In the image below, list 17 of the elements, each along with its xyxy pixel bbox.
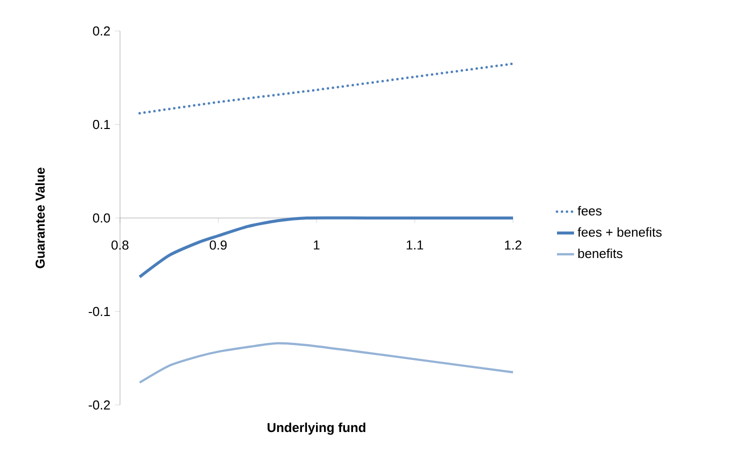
x-tick-label: 1.1 — [406, 240, 424, 250]
x-tick-label: 0.9 — [210, 240, 227, 250]
legend-label: fees — [578, 206, 602, 216]
x-tick-label: 1.2 — [504, 240, 522, 250]
legend-label: benefits — [578, 248, 622, 258]
x-tick-label: 1 — [314, 240, 320, 250]
x-axis-title: Underlying fund — [268, 422, 366, 435]
y-tick-label: -0.1 — [88, 306, 110, 316]
line-series — [138, 342, 514, 384]
y-axis-title: Guarantee Value — [35, 168, 45, 268]
y-tick-label: 0.0 — [92, 213, 110, 223]
y-tick-label: 0.2 — [92, 26, 110, 36]
y-tick-label: -0.2 — [88, 400, 110, 410]
y-tick-label: 0.1 — [92, 120, 110, 130]
line-series — [138, 62, 514, 115]
legend-label: fees + benefits — [578, 227, 662, 237]
x-tick-label: 0.8 — [112, 240, 128, 250]
